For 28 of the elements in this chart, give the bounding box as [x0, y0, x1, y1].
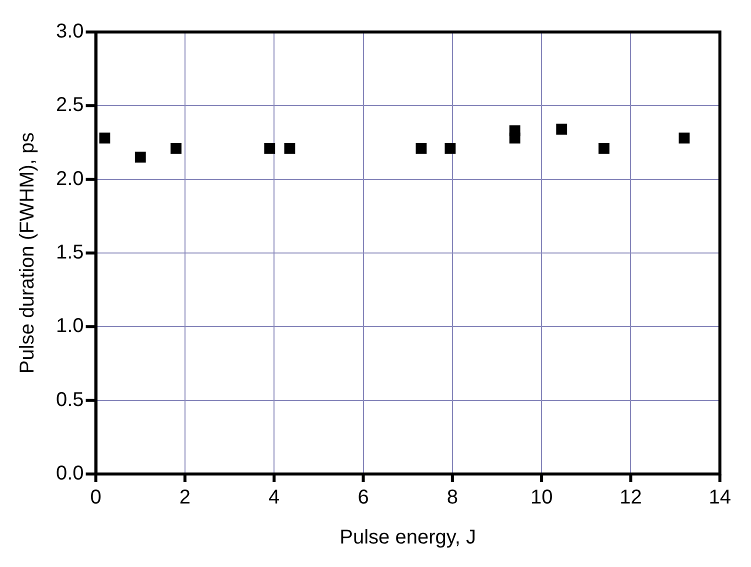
y-tick-label: 2.0 — [56, 168, 84, 190]
point — [556, 124, 568, 135]
point — [598, 142, 610, 154]
x-tick-label: 0 — [90, 486, 102, 509]
point — [416, 142, 427, 154]
point — [678, 132, 690, 144]
y-tick-label: 3.0 — [56, 20, 84, 43]
y-tick-label: 1.0 — [56, 315, 84, 338]
y-axis-title: Pulse duration (FWHM), ps — [16, 132, 39, 374]
x-tick-label: 14 — [708, 486, 731, 509]
point — [264, 142, 276, 154]
x-tick-label: 4 — [268, 486, 280, 509]
y-tick-label: 0.0 — [56, 462, 84, 485]
point — [444, 142, 456, 154]
x-tick-label: 12 — [620, 486, 642, 509]
point — [170, 142, 182, 154]
y-tick-label: 0.5 — [56, 388, 84, 411]
x-tick-label: 8 — [446, 486, 458, 509]
point — [134, 152, 146, 163]
point — [284, 142, 296, 154]
x-axis-title: Pulse energy, J — [340, 526, 476, 549]
y-tick-label: 2.5 — [56, 94, 84, 116]
x-tick-label: 2 — [179, 486, 191, 509]
point — [99, 132, 110, 144]
x-tick-label: 6 — [358, 486, 369, 509]
point — [509, 132, 520, 144]
x-tick-label: 10 — [530, 486, 553, 509]
y-tick-label: 1.5 — [56, 242, 84, 264]
